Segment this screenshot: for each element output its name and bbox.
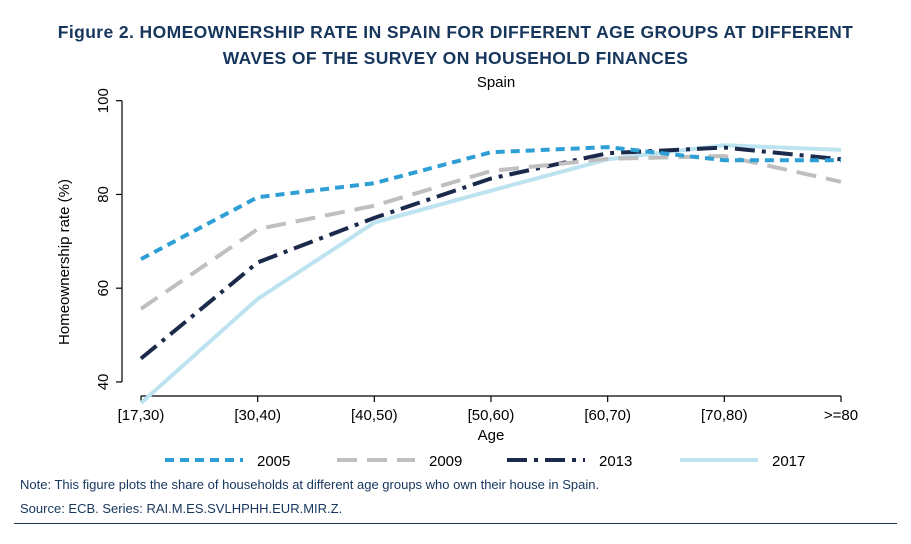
y-tick-label: 100 [95, 88, 112, 113]
line-chart: Spain 40 60 80 100 [17,30) [30,40) [40,50) [50,… [56, 74, 858, 470]
x-axis-label: Age [478, 427, 505, 444]
figure-title-line-2: WAVES OF THE SURVEY ON HOUSEHOLD FINANCE… [222, 48, 689, 68]
chart-title: Spain [477, 74, 515, 91]
legend-label-2005: 2005 [257, 453, 290, 470]
x-tick-label: >=80 [824, 407, 858, 424]
y-axis-label: Homeownership rate (%) [56, 179, 73, 345]
y-tick-label: 80 [95, 186, 112, 203]
chart-legend: 2005 2009 2013 2017 [165, 453, 805, 470]
figure-source: Source: ECB. Series: RAI.M.ES.SVLHPHH.EU… [20, 501, 343, 516]
series-line-2009 [139, 154, 842, 311]
x-tick-label: [30,40) [234, 407, 281, 424]
figure-note: Note: This figure plots the share of hou… [20, 477, 600, 492]
series-line-2013 [139, 145, 842, 361]
legend-label-2017: 2017 [772, 453, 805, 470]
x-tick-label: [70,80) [701, 407, 748, 424]
series-layer [139, 143, 842, 405]
footer-divider [14, 523, 897, 524]
figure-title: Figure 2. HOMEOWNERSHIP RATE IN SPAIN FO… [0, 19, 911, 71]
legend-label-2009: 2009 [429, 453, 462, 470]
series-line-2017 [139, 143, 842, 405]
x-tick-label: [17,30) [118, 407, 165, 424]
x-tick-label: [40,50) [351, 407, 398, 424]
chart-axes: 40 60 80 100 [17,30) [30,40) [40,50) [50,60) [60… [95, 88, 858, 424]
x-tick-label: [60,70) [584, 407, 631, 424]
y-tick-label: 40 [95, 374, 112, 391]
figure-title-line-1: Figure 2. HOMEOWNERSHIP RATE IN SPAIN FO… [57, 22, 854, 42]
legend-label-2013: 2013 [599, 453, 632, 470]
x-tick-label: [50,60) [468, 407, 515, 424]
y-tick-label: 60 [95, 280, 112, 297]
series-line-2005 [140, 145, 841, 261]
